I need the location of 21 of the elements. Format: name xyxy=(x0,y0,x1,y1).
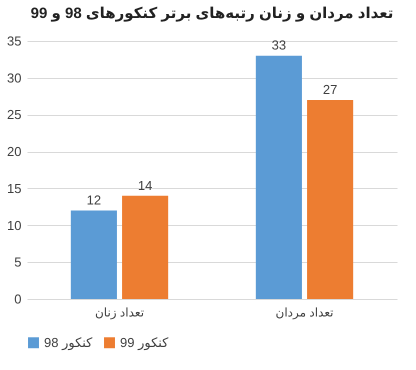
legend-label: کنکور 98 xyxy=(44,334,94,351)
data-label: 33 xyxy=(272,38,286,53)
bar xyxy=(256,56,302,299)
data-label: 27 xyxy=(322,82,338,97)
y-tick-label: 25 xyxy=(7,107,22,122)
bar xyxy=(70,210,117,299)
y-tick-label: 5 xyxy=(14,254,22,270)
x-tick-label: تعداد زنان xyxy=(94,306,144,320)
data-label: 12 xyxy=(86,192,102,208)
y-tick-label: 0 xyxy=(14,292,22,306)
bar xyxy=(122,196,168,299)
legend-label: کنکور 99 xyxy=(120,334,170,351)
y-tick-label: 30 xyxy=(7,70,22,86)
y-tick-label: 10 xyxy=(7,218,22,233)
data-label: 14 xyxy=(138,178,152,193)
x-tick-label: تعداد مردان xyxy=(276,306,334,320)
chart-title: تعداد مردان و زنان رتبه‌های برتر کنکورهای 98 و 99 xyxy=(30,5,394,22)
y-tick-label: 35 xyxy=(7,34,22,48)
y-tick-label: 20 xyxy=(7,144,22,160)
y-tick-label: 15 xyxy=(7,180,22,196)
bar xyxy=(307,100,354,299)
